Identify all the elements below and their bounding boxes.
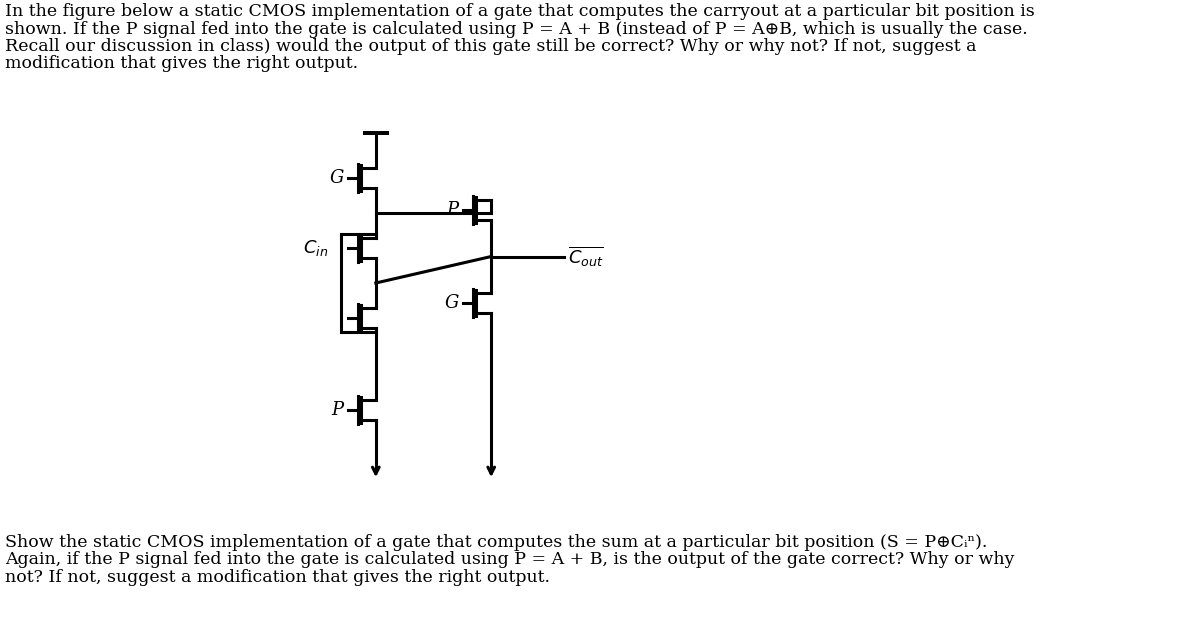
Text: G: G xyxy=(330,169,344,187)
Text: Again, if the P signal fed into the gate is calculated using P = A + B, is the o: Again, if the P signal fed into the gate… xyxy=(6,551,1015,568)
Text: Recall our discussion in class) would the output of this gate still be correct? : Recall our discussion in class) would th… xyxy=(6,38,977,55)
Text: In the figure below a static CMOS implementation of a gate that computes the car: In the figure below a static CMOS implem… xyxy=(6,3,1035,20)
Text: shown. If the P signal fed into the gate is calculated using P = A + B (instead : shown. If the P signal fed into the gate… xyxy=(6,20,1028,38)
Text: modification that gives the right output.: modification that gives the right output… xyxy=(6,56,358,73)
Text: Show the static CMOS implementation of a gate that computes the sum at a particu: Show the static CMOS implementation of a… xyxy=(6,534,987,551)
Text: P: P xyxy=(332,401,344,419)
Text: P: P xyxy=(447,201,458,219)
Text: G: G xyxy=(444,294,458,312)
Text: $C_{in}$: $C_{in}$ xyxy=(303,238,328,258)
Text: $\overline{C_{out}}$: $\overline{C_{out}}$ xyxy=(567,244,603,269)
Text: not? If not, suggest a modification that gives the right output.: not? If not, suggest a modification that… xyxy=(6,569,550,586)
